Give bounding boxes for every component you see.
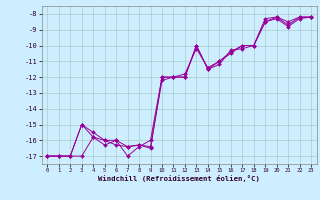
X-axis label: Windchill (Refroidissement éolien,°C): Windchill (Refroidissement éolien,°C): [98, 175, 260, 182]
